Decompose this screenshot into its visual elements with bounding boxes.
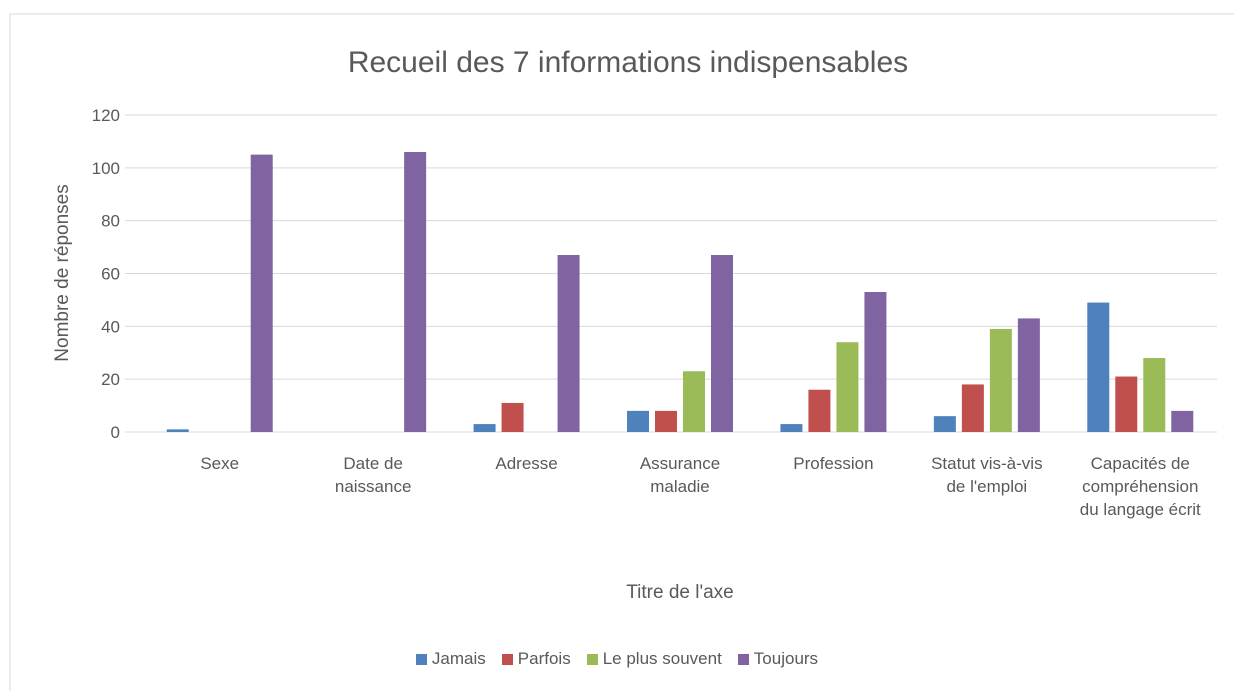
x-tick-label: Assurance maladie bbox=[639, 454, 721, 496]
bar bbox=[501, 402, 524, 432]
legend-item: Jamais bbox=[415, 649, 486, 669]
y-axis-title: Nombre de réponses bbox=[52, 184, 73, 361]
legend-label: Parfois bbox=[517, 649, 571, 668]
legend-swatch bbox=[737, 653, 749, 665]
bar bbox=[655, 410, 677, 432]
bar bbox=[864, 291, 887, 432]
y-tick-label: 120 bbox=[92, 106, 120, 125]
legend-swatch bbox=[501, 653, 513, 665]
x-tick-label: Capacités de compréhension du langage éc… bbox=[1079, 454, 1201, 519]
bar bbox=[711, 255, 733, 432]
bar bbox=[473, 424, 496, 432]
y-tick-label: 40 bbox=[101, 317, 120, 336]
x-tick-label: Statut vis-à-vis de l'emploi bbox=[931, 454, 1043, 496]
bar bbox=[1087, 302, 1110, 432]
bar bbox=[250, 154, 273, 432]
x-tick-label: Date de naissance bbox=[334, 454, 412, 496]
bar bbox=[989, 328, 1012, 432]
legend-item: Parfois bbox=[501, 649, 571, 669]
bar bbox=[1171, 410, 1194, 432]
bar bbox=[836, 342, 859, 432]
y-tick-label: 100 bbox=[92, 159, 120, 178]
x-tick-label: Profession bbox=[793, 454, 874, 473]
bar bbox=[933, 416, 956, 432]
y-tick-label: 20 bbox=[101, 370, 120, 389]
y-tick-label: 80 bbox=[101, 212, 120, 231]
legend-label: Le plus souvent bbox=[602, 649, 722, 668]
bar bbox=[1143, 358, 1166, 432]
bar bbox=[557, 255, 580, 432]
legend-label: Toujours bbox=[753, 649, 819, 668]
y-tick-label: 0 bbox=[111, 423, 120, 442]
y-tick-label: 60 bbox=[101, 265, 120, 284]
x-axis-title: Titre de l'axe bbox=[626, 582, 733, 603]
bar bbox=[683, 371, 705, 432]
bar bbox=[780, 424, 803, 432]
legend: Jamais Parfois Le plus souvent Toujours bbox=[0, 649, 1234, 669]
bar bbox=[1017, 318, 1040, 432]
bar bbox=[808, 389, 831, 432]
bar bbox=[404, 151, 427, 432]
chart-title: Recueil des 7 informations indispensable… bbox=[348, 46, 908, 79]
chart-border bbox=[9, 13, 1234, 691]
bar bbox=[627, 410, 649, 432]
legend-item: Toujours bbox=[737, 649, 819, 669]
bar bbox=[1115, 376, 1138, 432]
legend-swatch bbox=[415, 653, 427, 665]
x-tick-label: Adresse bbox=[495, 454, 558, 473]
legend-swatch bbox=[586, 653, 598, 665]
legend-label: Jamais bbox=[431, 649, 486, 668]
bar bbox=[961, 384, 984, 432]
legend-item: Le plus souvent bbox=[586, 649, 722, 669]
bar bbox=[166, 429, 189, 432]
x-tick-label: Sexe bbox=[200, 454, 240, 473]
